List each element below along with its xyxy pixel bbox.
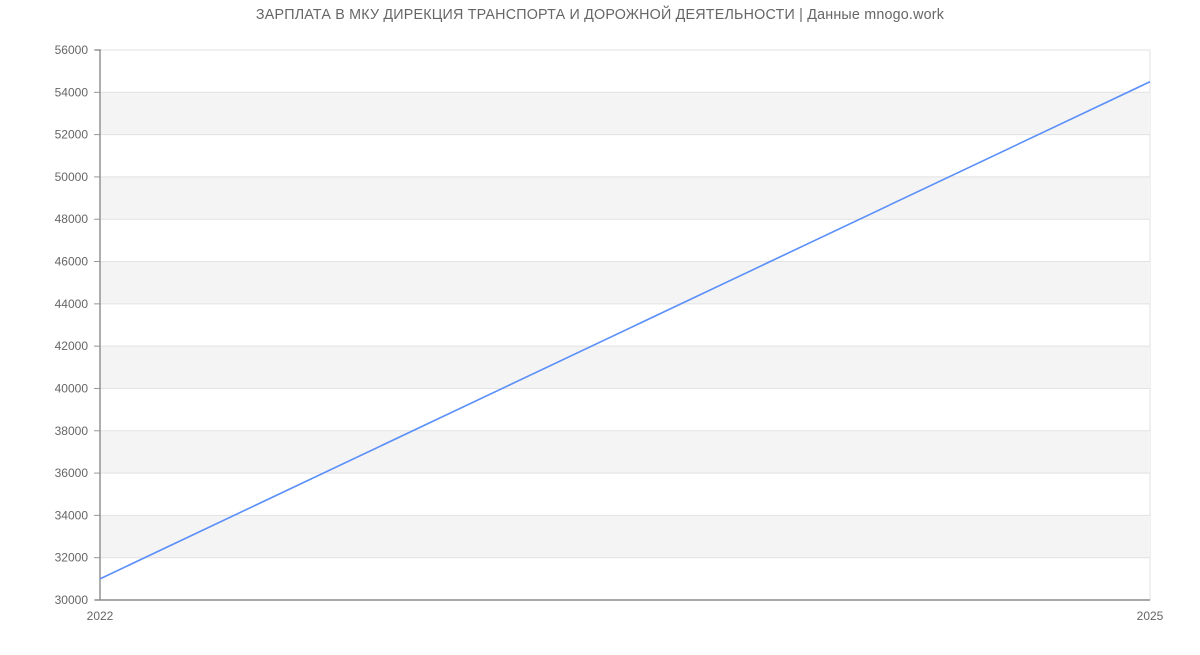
svg-text:54000: 54000 — [55, 85, 89, 99]
svg-text:34000: 34000 — [55, 508, 89, 522]
svg-text:44000: 44000 — [55, 297, 89, 311]
svg-text:50000: 50000 — [55, 170, 89, 184]
svg-text:48000: 48000 — [55, 212, 89, 226]
svg-text:36000: 36000 — [55, 466, 89, 480]
svg-text:2025: 2025 — [1137, 609, 1164, 623]
svg-text:32000: 32000 — [55, 551, 89, 565]
svg-text:30000: 30000 — [55, 593, 89, 607]
svg-text:38000: 38000 — [55, 424, 89, 438]
svg-text:42000: 42000 — [55, 339, 89, 353]
svg-text:40000: 40000 — [55, 381, 89, 395]
svg-text:2022: 2022 — [87, 609, 114, 623]
svg-text:46000: 46000 — [55, 255, 89, 269]
svg-text:56000: 56000 — [55, 43, 89, 57]
svg-text:52000: 52000 — [55, 128, 89, 142]
